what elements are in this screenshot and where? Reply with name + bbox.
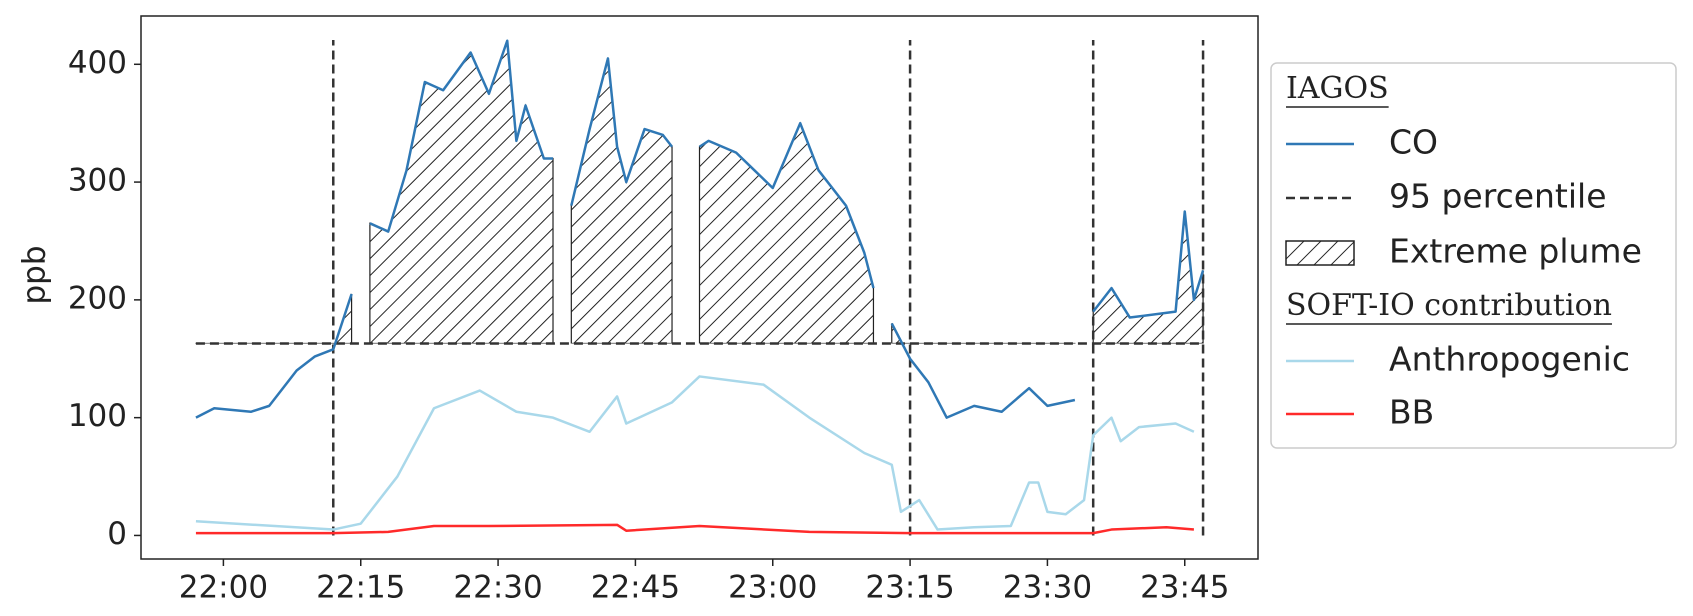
x-tick-label: 23:00 — [728, 570, 817, 606]
plot-frame — [140, 15, 1259, 560]
x-tick-label: 22:45 — [591, 570, 680, 606]
y-tick-label: 400 — [68, 45, 127, 81]
y-tick-label: 300 — [68, 163, 127, 199]
series-line — [195, 375, 1195, 531]
legend-heading: SOFT-IO contribution — [1286, 288, 1612, 323]
x-tick-label: 22:15 — [316, 570, 405, 606]
x-tick-label: 22:00 — [179, 570, 268, 606]
extreme-plume — [570, 58, 673, 344]
y-tick-label: 100 — [68, 398, 127, 434]
x-tick-label: 23:15 — [865, 570, 954, 606]
y-axis-label: ppb — [17, 245, 53, 304]
series-line — [195, 39, 1205, 419]
legend-swatch — [1285, 240, 1355, 266]
extreme-plume — [195, 293, 353, 344]
legend-label: 95 percentile — [1389, 177, 1607, 216]
legend-label: Anthropogenic — [1389, 340, 1630, 379]
series-line — [195, 523, 1195, 535]
y-tick-label: 200 — [68, 280, 127, 316]
extreme-plume — [369, 40, 554, 344]
x-tick-label: 22:30 — [453, 570, 542, 606]
legend-box — [1270, 62, 1677, 449]
legend-label: BB — [1389, 393, 1434, 432]
legend-label: Extreme plume — [1389, 232, 1642, 271]
x-tick-label: 23:45 — [1140, 570, 1229, 606]
legend-label: CO — [1389, 123, 1438, 162]
x-tick-label: 23:30 — [1003, 570, 1092, 606]
y-tick-label: 0 — [107, 516, 127, 552]
legend-heading: IAGOS — [1286, 71, 1389, 106]
